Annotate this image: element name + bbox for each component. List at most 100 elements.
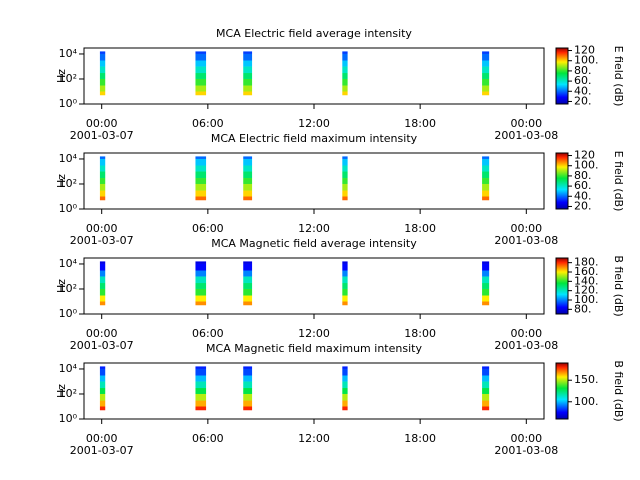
spectrogram-cell	[243, 388, 253, 394]
colorbar-swatch	[556, 50, 568, 52]
spectrogram-cell	[195, 178, 207, 184]
colorbar-swatch	[556, 304, 568, 306]
colorbar-swatch	[556, 389, 568, 391]
colorbar-swatch	[556, 408, 568, 410]
spectrogram-cell	[243, 171, 253, 179]
spectrogram-cell	[342, 276, 348, 284]
y-axis-label: Hz	[55, 384, 68, 398]
x-date-label: 2001-03-07	[70, 339, 134, 352]
x-tick-label: 00:00	[86, 327, 118, 340]
spectrogram-cell	[99, 165, 106, 172]
spectrogram-cell	[195, 66, 207, 74]
spectrogram-cell	[243, 288, 253, 296]
colorbar-tick-label: 120	[574, 149, 595, 162]
spectrogram-cell	[482, 295, 490, 302]
colorbar-swatch	[556, 281, 568, 283]
colorbar-swatch	[556, 258, 568, 260]
colorbar-swatch	[556, 55, 568, 57]
colorbar-swatch	[556, 161, 568, 163]
colorbar-tick-label: 120.	[574, 284, 599, 297]
spectrogram-cell	[243, 393, 253, 401]
x-tick-label: 00:00	[510, 432, 542, 445]
colorbar-swatch	[556, 391, 568, 393]
colorbar-swatch	[556, 395, 568, 397]
colorbar-swatch	[556, 69, 568, 71]
panel-title: MCA Magnetic field maximum intensity	[206, 342, 422, 355]
colorbar-swatch	[556, 203, 568, 205]
colorbar-swatch	[556, 369, 568, 371]
y-tick-label: 10⁴	[59, 257, 78, 270]
y-tick-label: 10²	[59, 282, 77, 295]
colorbar-swatch	[556, 309, 568, 311]
x-tick-label: 18:00	[404, 222, 436, 235]
colorbar-swatch	[556, 171, 568, 173]
colorbar-tick-label: 100.	[574, 293, 599, 306]
spectrogram-cell	[195, 388, 207, 394]
colorbar-swatch	[556, 387, 568, 389]
colorbar-swatch	[556, 274, 568, 276]
colorbar-swatch	[556, 282, 568, 284]
spectrogram-cell	[195, 368, 207, 376]
spectrogram-cell	[195, 158, 207, 166]
colorbar-swatch	[556, 159, 568, 161]
colorbar-tick-label: 20.	[574, 199, 592, 212]
colorbar-swatch	[556, 58, 568, 60]
colorbar-swatch	[556, 184, 568, 186]
spectrogram-cell	[482, 196, 490, 201]
colorbar-tick-label: 160.	[574, 265, 599, 278]
colorbar-swatch	[556, 365, 568, 367]
colorbar-swatch	[556, 56, 568, 58]
colorbar-swatch	[556, 190, 568, 192]
spectrogram-cell	[243, 60, 253, 67]
colorbar-swatch	[556, 283, 568, 285]
colorbar-swatch	[556, 287, 568, 289]
colorbar-swatch	[556, 301, 568, 303]
spectrogram-cell	[243, 190, 253, 197]
spectrogram-cell	[342, 158, 348, 166]
colorbar-swatch	[556, 177, 568, 179]
spectrogram-cell	[243, 400, 253, 407]
colorbar-swatch	[556, 53, 568, 55]
colorbar-swatch	[556, 272, 568, 274]
spectrogram-cell	[99, 91, 106, 96]
spectrogram-cell	[195, 165, 207, 172]
spectrogram-cell	[342, 375, 348, 382]
colorbar-swatch	[556, 262, 568, 264]
colorbar-swatch	[556, 305, 568, 307]
colorbar-tick-label: 60.	[574, 179, 592, 192]
spectrogram-cell	[99, 270, 106, 277]
x-tick-label: 12:00	[298, 222, 330, 235]
spectrogram-cell	[482, 381, 490, 389]
colorbar-swatch	[556, 72, 568, 74]
spectrogram-cell	[482, 261, 490, 264]
x-tick-label: 12:00	[298, 117, 330, 130]
y-axis-label: Hz	[55, 69, 68, 83]
spectrogram-cell	[482, 51, 490, 54]
colorbar-swatch	[556, 196, 568, 198]
colorbar-swatch	[556, 187, 568, 189]
spectrogram-cell	[99, 196, 106, 201]
x-date-label: 2001-03-07	[70, 129, 134, 142]
colorbar-swatch	[556, 64, 568, 66]
colorbar-swatch	[556, 83, 568, 85]
colorbar-swatch	[556, 207, 568, 209]
spectrogram-cell	[482, 190, 490, 197]
spectrogram-cell	[99, 276, 106, 284]
colorbar-swatch	[556, 400, 568, 402]
spectrogram-cell	[243, 78, 253, 86]
y-tick-label: 10⁰	[59, 97, 78, 110]
x-tick-label: 18:00	[404, 432, 436, 445]
colorbar-swatch	[556, 87, 568, 89]
spectrogram-cell	[99, 171, 106, 179]
colorbar-swatch	[556, 163, 568, 165]
spectrogram-cell	[99, 158, 106, 166]
colorbar-swatch	[556, 292, 568, 294]
colorbar-swatch	[556, 204, 568, 206]
colorbar-swatch	[556, 82, 568, 84]
colorbar-swatch	[556, 367, 568, 369]
spectrogram-cell	[195, 406, 207, 411]
colorbar-swatch	[556, 100, 568, 102]
spectrogram-cell	[99, 263, 106, 271]
spectrogram-cell	[482, 400, 490, 407]
